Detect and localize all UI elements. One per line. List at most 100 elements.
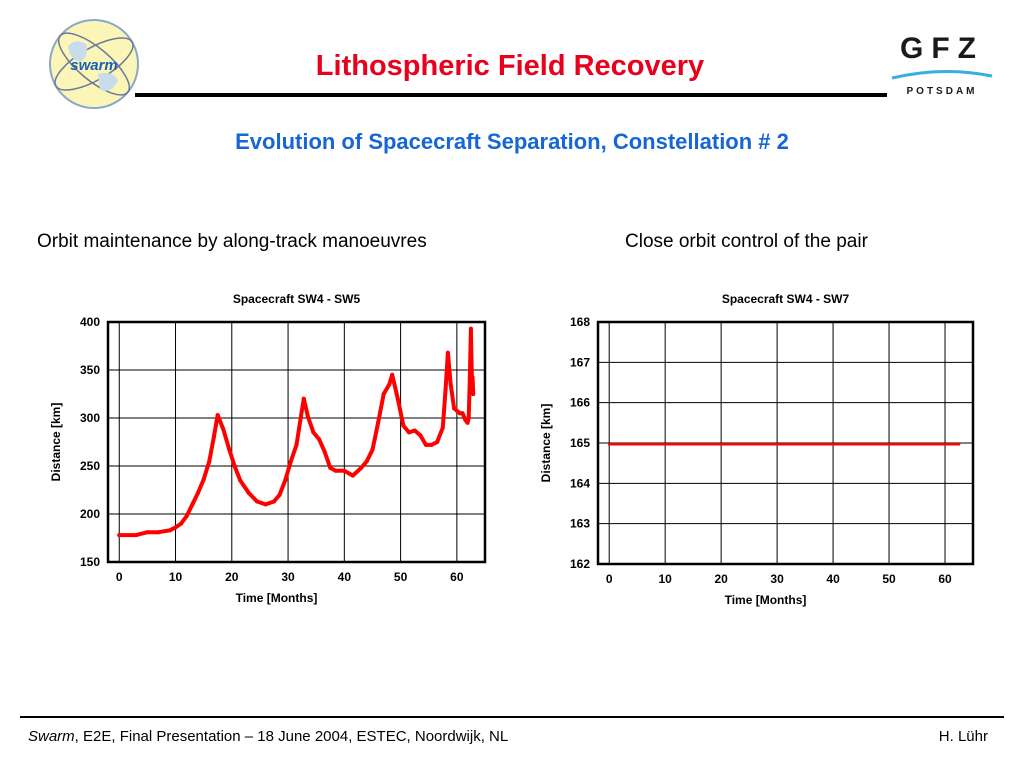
- y-tick-label: 163: [570, 517, 590, 531]
- data-point: [294, 442, 299, 447]
- data-point: [376, 420, 381, 425]
- data-point: [381, 392, 386, 396]
- plot-frame: [106, 320, 487, 564]
- data-point: [322, 449, 327, 454]
- data-point: [317, 437, 322, 442]
- x-tick-label: 60: [450, 570, 464, 584]
- data-point: [423, 442, 428, 447]
- series-line: [117, 326, 476, 538]
- y-tick-label: 300: [80, 411, 100, 425]
- data-point: [271, 499, 276, 504]
- data-point: [463, 417, 468, 422]
- plot-frame: [596, 320, 975, 566]
- x-tick-label: 10: [169, 570, 183, 584]
- data-point: [370, 447, 375, 452]
- data-point: [328, 465, 333, 470]
- data-point: [226, 446, 231, 451]
- slide-title: Lithospheric Field Recovery: [315, 50, 705, 82]
- data-point: [277, 492, 282, 497]
- y-tick-label: 200: [80, 507, 100, 521]
- data-point: [167, 528, 172, 533]
- chart-sw4-sw7: 0 10 20 30 40 50 60 162 163 164 165 166 167 168 Spacec…: [539, 292, 975, 607]
- data-point: [607, 443, 611, 446]
- data-point: [184, 513, 189, 518]
- footer-italic: Swarm: [28, 728, 75, 745]
- title-rule: [135, 93, 887, 97]
- slide-subtitle: Evolution of Spacecraft Separation, Cons…: [235, 129, 789, 154]
- data-point: [469, 358, 474, 363]
- data-point: [943, 443, 947, 446]
- footer-text: Swarm, E2E, Final Presentation – 18 June…: [28, 728, 508, 745]
- data-point: [305, 414, 310, 419]
- data-point: [299, 414, 304, 419]
- swarm-logo: swarm: [49, 19, 139, 109]
- data-point: [350, 473, 355, 478]
- x-tick-label: 0: [116, 570, 123, 584]
- data-point: [283, 478, 288, 483]
- x-tick-label: 50: [882, 572, 896, 586]
- data-point: [387, 382, 392, 387]
- gfz-logo: GFZ POTSDAM: [891, 32, 993, 97]
- x-tick-label: 50: [394, 570, 408, 584]
- data-point: [887, 443, 891, 446]
- data-point: [288, 459, 293, 464]
- chart-title: Spacecraft SW4 - SW5: [233, 292, 361, 306]
- data-point: [342, 468, 347, 473]
- footer-details: , E2E, Final Presentation – 18 June 2004…: [74, 728, 509, 745]
- y-tick-label: 168: [570, 315, 590, 329]
- data-point: [457, 411, 462, 416]
- footer-rule: [20, 716, 1004, 718]
- data-point: [395, 396, 400, 401]
- data-point: [145, 530, 150, 535]
- y-tick-label: 350: [80, 363, 100, 377]
- y-tick-label: 164: [570, 476, 590, 490]
- data-point: [238, 478, 243, 483]
- data-point: [263, 502, 268, 507]
- data-point: [443, 387, 448, 392]
- data-point: [429, 442, 434, 447]
- data-point: [201, 477, 206, 482]
- x-tick-label: 60: [938, 572, 952, 586]
- data-point: [418, 433, 423, 438]
- x-axis-label: Time [Months]: [236, 591, 318, 605]
- chart-sw4-sw5: 0 10 20 30 40 50 60 150 200 250 300 350 400 Spacecraf…: [49, 292, 487, 605]
- x-tick-label: 10: [658, 572, 672, 586]
- data-point: [957, 443, 961, 446]
- data-point: [301, 396, 306, 401]
- data-point: [468, 326, 473, 331]
- data-point: [470, 375, 475, 380]
- data-point: [359, 465, 364, 470]
- gfz-logo-text: GFZ: [900, 32, 984, 65]
- data-point: [117, 533, 122, 538]
- data-point: [407, 430, 412, 435]
- data-point: [196, 490, 201, 495]
- data-point: [448, 382, 453, 387]
- y-axis-label: Distance [km]: [49, 403, 63, 482]
- data-point: [190, 502, 195, 507]
- data-point: [333, 468, 338, 473]
- data-point: [221, 427, 226, 432]
- data-point: [255, 499, 260, 504]
- data-point: [173, 525, 178, 530]
- caption-right: Close orbit control of the pair: [625, 231, 868, 252]
- data-point: [452, 406, 457, 411]
- gfz-logo-subtext: POTSDAM: [907, 86, 978, 97]
- y-axis-label: Distance [km]: [539, 404, 553, 483]
- y-tick-label: 250: [80, 459, 100, 473]
- data-point: [445, 350, 450, 355]
- y-tick-label: 167: [570, 355, 590, 369]
- data-point: [412, 428, 417, 433]
- data-point: [471, 392, 476, 396]
- data-point: [435, 440, 440, 444]
- x-tick-label: 0: [606, 572, 613, 586]
- data-point: [390, 372, 395, 377]
- data-point: [467, 377, 472, 382]
- data-point: [831, 443, 835, 446]
- data-point: [719, 443, 723, 446]
- x-tick-label: 20: [225, 570, 239, 584]
- data-point: [465, 420, 470, 425]
- x-tick-label: 20: [714, 572, 728, 586]
- y-tick-label: 165: [570, 436, 590, 450]
- data-point: [156, 530, 161, 535]
- chart-title: Spacecraft SW4 - SW7: [722, 292, 850, 306]
